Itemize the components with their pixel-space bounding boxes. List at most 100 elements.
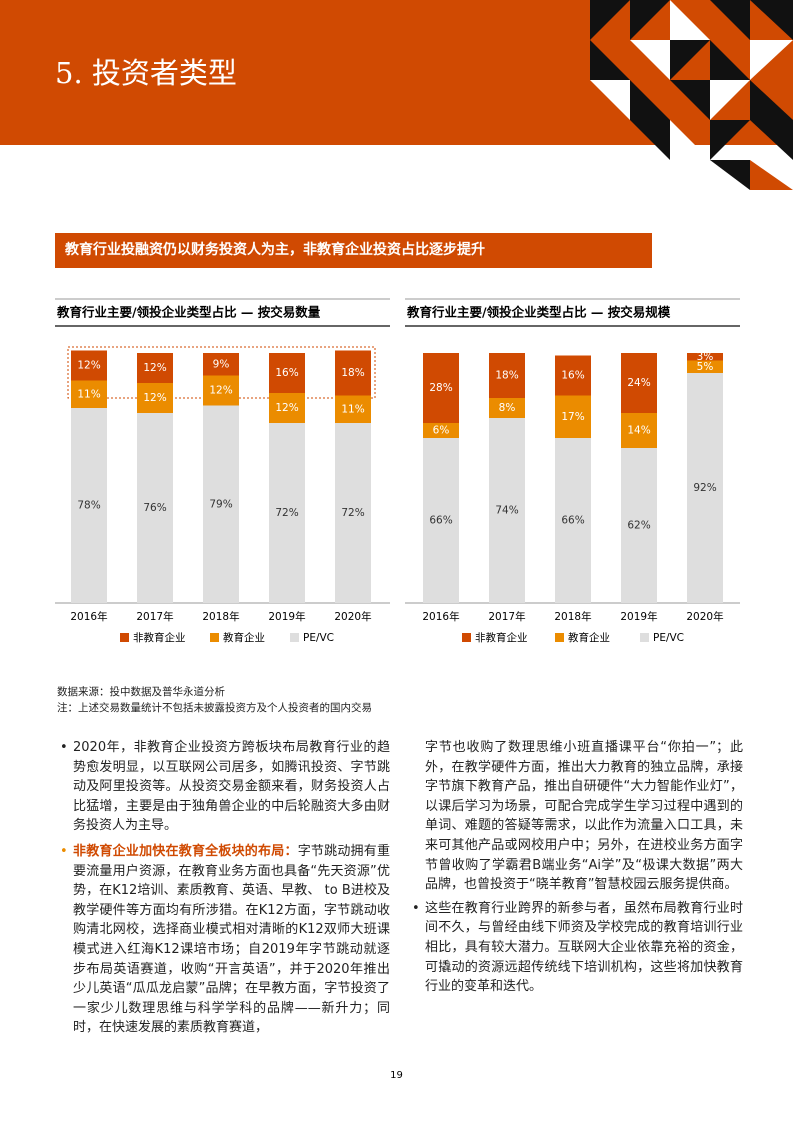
bar-segment [621,413,657,448]
value-label: 78% [77,500,100,512]
bar-segment [489,418,525,603]
x-tick-label: 2017年 [136,610,173,623]
x-tick-label: 2018年 [554,610,591,623]
value-label: 5% [697,361,714,373]
value-label: 72% [341,507,364,519]
note: 注：上述交易数量统计不包括未披露投资方及个人投资者的国内交易 [57,702,372,714]
x-tick-label: 2019年 [268,610,305,623]
value-label: 28% [429,382,452,394]
chart: 教育行业主要/领投企业类型占比 — 按交易数量 78% 11% 12% 2016年 76%… [55,298,390,644]
legend-swatch [640,633,649,642]
legend-swatch [120,633,129,642]
legend-swatch [210,633,219,642]
chart-title: 教育行业主要/领投企业类型占比 — 按交易数量 [56,305,321,320]
value-label: 74% [495,505,518,517]
value-label: 6% [433,425,450,437]
value-label: 12% [77,360,100,372]
x-tick-label: 2016年 [70,610,107,623]
legend-label: PE/VC [303,632,334,644]
x-tick-label: 2020年 [334,610,371,623]
bar-segment [269,423,305,603]
bar-segment [687,360,723,373]
value-label: 18% [495,370,518,382]
bar-segment [269,393,305,423]
legend-swatch [555,633,564,642]
chart-title: 教育行业主要/领投企业类型占比 — 按交易规模 [406,305,671,320]
value-label: 12% [275,402,298,414]
left-column: • 2020年，非教育企业投资方跨板块布局教育行业的趋势愈发明显，以互联网公司居多… [60,738,390,1038]
value-label: 11% [77,388,100,400]
highlight-box [67,346,376,399]
paragraph: • 2020年，非教育企业投资方跨板块布局教育行业的趋势愈发明显，以互联网公司居多… [60,740,390,834]
bar-segment [203,405,239,603]
legend-label: PE/VC [653,632,684,644]
note: 数据来源：投中数据及普华永道分析 [57,686,225,698]
x-tick-label: 2018年 [202,610,239,623]
bar-segment [203,375,239,406]
text: 这些在教育行业跨界的新参与者，虽然布局教育行业时间不久，与曾经由线下师资及学校完… [425,900,743,995]
value-label: 12% [209,385,232,397]
value-label: 14% [627,425,650,437]
bar-segment [489,398,525,418]
bar-segment [203,353,239,376]
value-label: 79% [209,498,232,510]
value-label: 11% [341,403,364,415]
legend-swatch [462,633,471,642]
value-label: 62% [627,520,650,532]
value-label: 24% [627,377,650,389]
legend-label: 非教育企业 [475,631,528,644]
bar-segment [335,395,371,423]
legend-swatch [290,633,299,642]
bar-segment [555,438,591,603]
bar-segment [489,353,525,398]
bar-segment [269,353,305,393]
x-tick-label: 2016年 [422,610,459,623]
lead: 非教育企业加快在教育全板块的布局： [73,843,298,859]
legend-label: 教育企业 [223,631,265,644]
page-number: 19 [390,1070,403,1081]
bar-segment [71,380,107,408]
bar-segment [687,353,723,361]
bar-segment [71,350,107,381]
bar-segment [71,408,107,603]
bar-segment [687,373,723,603]
bar-segment [137,353,173,383]
value-label: 12% [143,362,166,374]
value-label: 72% [275,507,298,519]
header-title: 5. 投资者类型 [55,56,237,90]
bar-segment [555,395,591,438]
value-label: 76% [143,502,166,514]
bar-segment [621,448,657,603]
value-label: 8% [499,402,516,414]
paragraph: 字节也收购了数理思维小班直播课平台“你拍一”；此外，在教学硬件方面，推出大力教育… [425,740,743,893]
bar-segment [335,350,371,396]
value-label: 12% [143,392,166,404]
value-label: 16% [275,367,298,379]
bar-segment [621,353,657,413]
bar-segment [423,423,459,438]
x-tick-label: 2019年 [620,610,657,623]
bar-segment [423,438,459,603]
chart: 教育行业主要/领投企业类型占比 — 按交易规模 66% 6% 28% 2016年 74% 8… [405,298,740,644]
pattern [590,0,793,190]
value-label: 18% [341,367,364,379]
bar-segment [137,383,173,413]
legend-label: 非教育企业 [133,631,186,644]
notes: 数据来源：投中数据及普华永道分析 注：上述交易数量统计不包括未披露投资方及个人投… [57,684,372,716]
banner: 教育行业投融资仍以财务投资人为主，非教育企业投资占比逐步提升 [55,233,652,268]
bar-segment [423,353,459,423]
value-label: 3% [697,351,714,363]
bar-segment [555,355,591,396]
legend-label: 教育企业 [568,631,610,644]
paragraph: • 非教育企业加快在教育全板块的布局：字节跳动拥有重要流量用户资源，在教育业务方面… [60,843,390,1036]
bar-segment [137,413,173,603]
bar-segment [335,423,371,603]
value-label: 17% [561,411,584,423]
text: 2020年，非教育企业投资方跨板块布局教育行业的趋势愈发明显，以互联网公司居多，… [73,740,390,834]
value-label: 16% [561,370,584,382]
value-label: 92% [693,482,716,494]
paragraph: • 这些在教育行业跨界的新参与者，虽然布局教育行业时间不久，与曾经由线下师资及学校… [412,900,743,995]
value-label: 66% [561,515,584,527]
x-tick-label: 2020年 [686,610,723,623]
